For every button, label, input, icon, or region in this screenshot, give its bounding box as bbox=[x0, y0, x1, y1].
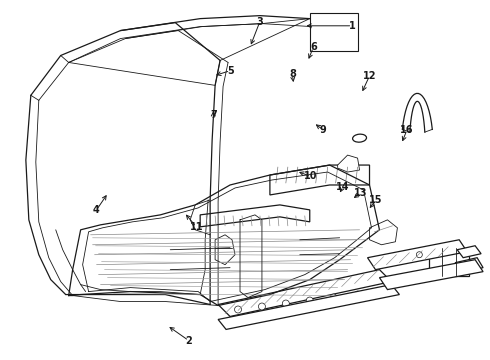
Polygon shape bbox=[369, 220, 397, 245]
Polygon shape bbox=[457, 246, 481, 258]
Text: 13: 13 bbox=[354, 188, 368, 198]
Text: 16: 16 bbox=[400, 125, 414, 135]
Circle shape bbox=[416, 252, 422, 258]
Circle shape bbox=[282, 300, 289, 307]
FancyBboxPatch shape bbox=[429, 248, 469, 276]
Text: 11: 11 bbox=[190, 222, 203, 231]
Text: 5: 5 bbox=[227, 66, 234, 76]
Text: 10: 10 bbox=[304, 171, 318, 181]
Text: 14: 14 bbox=[336, 182, 349, 192]
Text: 4: 4 bbox=[93, 206, 99, 216]
Polygon shape bbox=[368, 240, 467, 270]
Polygon shape bbox=[379, 260, 483, 289]
Polygon shape bbox=[455, 258, 483, 273]
FancyBboxPatch shape bbox=[310, 13, 358, 50]
Circle shape bbox=[330, 294, 337, 301]
Text: 2: 2 bbox=[186, 336, 192, 346]
Text: 8: 8 bbox=[289, 69, 296, 79]
Circle shape bbox=[258, 303, 266, 310]
Text: 3: 3 bbox=[256, 17, 263, 27]
Text: 6: 6 bbox=[310, 42, 317, 52]
Circle shape bbox=[354, 291, 361, 298]
Polygon shape bbox=[218, 270, 392, 316]
Ellipse shape bbox=[353, 134, 367, 142]
Text: 9: 9 bbox=[319, 125, 326, 135]
Circle shape bbox=[306, 297, 313, 304]
Polygon shape bbox=[200, 205, 310, 227]
Circle shape bbox=[235, 306, 242, 313]
Text: 15: 15 bbox=[369, 195, 383, 205]
Polygon shape bbox=[270, 165, 369, 195]
Polygon shape bbox=[338, 155, 360, 172]
Text: 7: 7 bbox=[210, 111, 217, 121]
Polygon shape bbox=[215, 235, 235, 265]
Text: 12: 12 bbox=[363, 71, 376, 81]
Polygon shape bbox=[218, 285, 399, 329]
Text: 1: 1 bbox=[349, 21, 356, 31]
